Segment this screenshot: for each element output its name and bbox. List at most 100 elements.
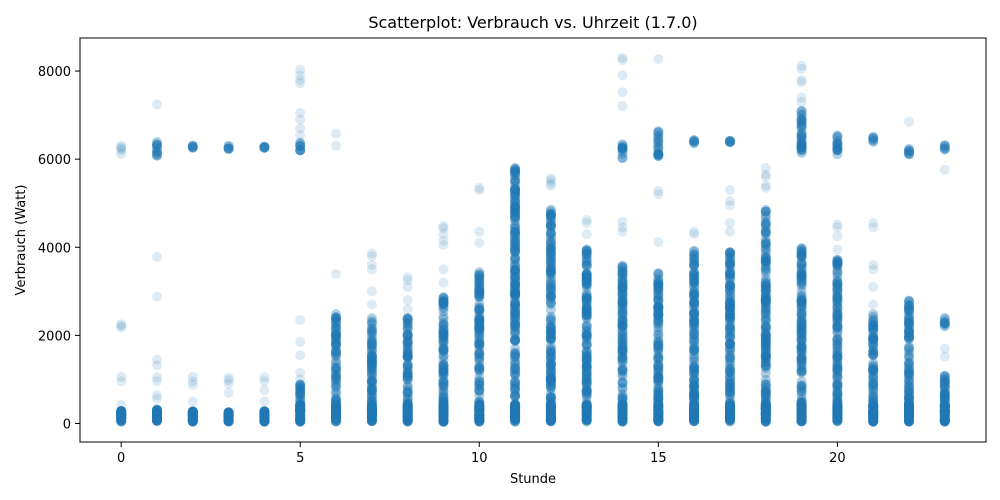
data-point: [617, 366, 628, 377]
data-point: [438, 327, 449, 338]
data-point: [545, 244, 556, 255]
data-point: [617, 391, 628, 402]
data-point: [545, 331, 556, 341]
data-point: [438, 330, 449, 341]
data-point: [545, 379, 556, 390]
data-point: [510, 235, 521, 245]
data-point: [402, 351, 413, 362]
data-point: [689, 346, 700, 356]
data-point: [653, 145, 664, 156]
data-point: [796, 347, 807, 358]
data-point: [760, 294, 771, 305]
data-point: [796, 244, 807, 255]
data-point: [725, 298, 735, 309]
data-point: [725, 252, 735, 263]
data-point: [689, 385, 700, 396]
data-point: [653, 149, 664, 160]
data-point: [474, 390, 485, 401]
data-point: [474, 321, 485, 332]
data-point: [402, 313, 413, 324]
data-point: [474, 275, 485, 286]
data-point: [653, 329, 664, 339]
data-point: [689, 372, 700, 383]
data-point: [510, 265, 521, 276]
data-point: [510, 391, 521, 402]
data-point: [689, 309, 700, 320]
data-point: [223, 378, 234, 389]
data-point: [366, 362, 377, 373]
data-point: [796, 302, 807, 313]
data-point: [152, 147, 162, 158]
data-point: [725, 377, 735, 388]
data-point: [474, 288, 485, 299]
data-point: [474, 348, 485, 359]
data-point: [545, 208, 556, 219]
data-point: [510, 187, 521, 198]
data-point: [725, 267, 735, 278]
data-point: [474, 269, 485, 280]
data-point: [725, 137, 735, 148]
data-point: [331, 128, 341, 139]
data-point: [545, 266, 556, 277]
data-point: [402, 360, 413, 371]
data-point: [725, 299, 735, 310]
data-point: [689, 267, 700, 278]
data-point: [689, 364, 700, 375]
data-point: [796, 334, 807, 345]
data-point: [689, 343, 700, 354]
data-point: [510, 318, 521, 329]
data-point: [617, 87, 628, 98]
data-point: [617, 288, 628, 299]
data-point: [116, 376, 127, 387]
data-point: [796, 341, 807, 351]
data-point: [116, 320, 127, 331]
data-point: [689, 273, 700, 284]
data-point: [295, 390, 306, 401]
data-point: [689, 276, 700, 287]
data-point: [474, 313, 485, 324]
data-point: [510, 166, 521, 176]
data-point: [581, 321, 592, 332]
data-point: [653, 362, 664, 373]
data-point: [187, 142, 198, 153]
data-point: [581, 215, 592, 225]
data-point: [581, 385, 592, 396]
data-point: [725, 290, 735, 301]
data-point: [331, 313, 341, 324]
data-point: [438, 366, 449, 377]
data-point: [545, 284, 556, 295]
data-point: [725, 259, 735, 270]
data-point: [796, 332, 807, 343]
data-point: [510, 206, 521, 217]
data-point: [760, 256, 771, 267]
data-point: [187, 396, 198, 407]
data-point: [617, 357, 628, 368]
data-point: [402, 337, 413, 348]
data-point: [617, 142, 628, 153]
data-point: [402, 388, 413, 399]
data-point: [366, 384, 377, 395]
data-point: [331, 322, 341, 333]
data-point: [725, 346, 735, 357]
data-point: [689, 328, 700, 339]
data-point: [438, 292, 449, 303]
data-point: [581, 245, 592, 256]
data-point: [796, 251, 807, 262]
data-point: [295, 380, 306, 391]
data-point: [545, 344, 556, 355]
data-point: [366, 363, 377, 374]
data-point: [689, 349, 700, 360]
data-point: [510, 200, 521, 211]
data-point: [617, 340, 628, 351]
data-point: [510, 228, 521, 239]
data-point: [653, 308, 664, 319]
data-point: [617, 332, 628, 343]
data-point: [725, 302, 735, 313]
data-point: [366, 349, 377, 360]
data-point: [617, 152, 628, 163]
data-point: [545, 298, 556, 309]
data-point: [438, 370, 449, 381]
data-point: [689, 391, 700, 402]
data-point: [545, 373, 556, 384]
